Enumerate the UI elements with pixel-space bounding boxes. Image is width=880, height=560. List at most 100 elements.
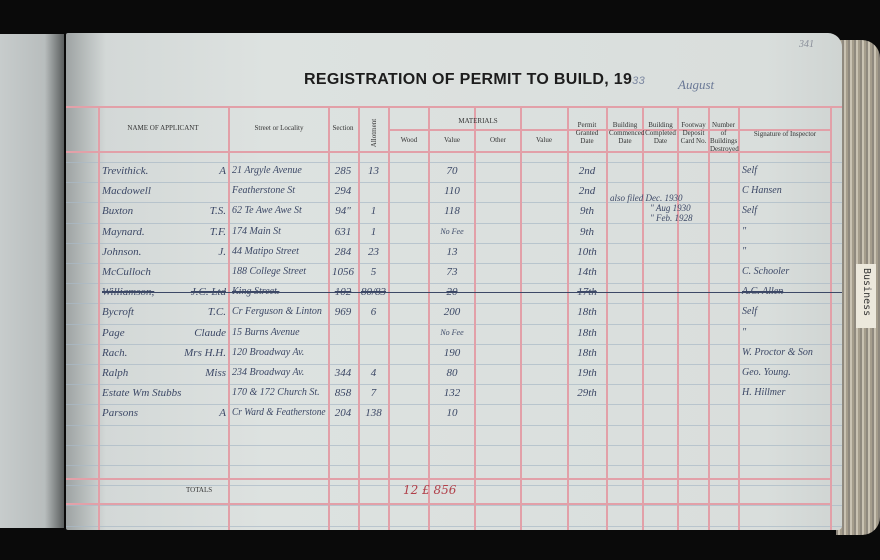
cell-street: King Street. — [232, 286, 280, 298]
cell-value: 10 — [446, 407, 458, 420]
ruled-line — [66, 303, 842, 305]
cell-section: 858 — [334, 387, 352, 400]
red-rule — [388, 129, 830, 131]
cell-name: Trevithick. — [102, 165, 149, 177]
cell-street: 234 Broadway Av. — [232, 367, 305, 378]
cell-section: 204 — [334, 407, 352, 420]
cell-permit-date: 10th — [577, 245, 597, 258]
cell-value: 190 — [443, 346, 461, 359]
column-rule — [738, 106, 740, 530]
ledger-page: 341 REGISTRATION OF PERMIT TO BUILD, 193… — [66, 33, 842, 530]
cell-signature: W. Proctor & Son — [742, 346, 813, 358]
column-rule — [606, 106, 608, 530]
column-rule — [428, 106, 430, 530]
ruled-line — [66, 182, 842, 184]
cell-street: 62 Te Awe Awe St — [232, 205, 302, 217]
cell-permit-date: 18th — [577, 346, 597, 359]
ruled-line — [66, 424, 842, 426]
cell-allotment: 23 — [368, 245, 379, 258]
column-rule — [474, 106, 476, 530]
header-commenced: Building Commenced Date — [609, 121, 645, 145]
cell-text: Cr Ward & Featherstone — [232, 407, 326, 419]
ruled-line — [66, 242, 842, 244]
cell-name: Macdowell — [102, 185, 151, 198]
header-other: Other — [490, 136, 506, 144]
column-rule — [328, 106, 330, 530]
cell-value: 73 — [446, 266, 458, 278]
cell-signature: " — [742, 326, 747, 338]
totals-label: TOTALS — [186, 486, 213, 494]
cell-signature: C. Schooler — [742, 266, 790, 277]
cell-permit-date: 18th — [577, 306, 597, 319]
header-name: NAME OF APPLICANT — [127, 124, 199, 132]
ruled-line — [66, 465, 842, 466]
cell-name: McCulloch — [102, 266, 151, 278]
cell-street: Cr Ferguson & Linton — [232, 306, 322, 318]
cell-value: 132 — [443, 387, 461, 400]
column-rule — [677, 106, 679, 530]
ruled-line — [66, 505, 842, 507]
note-line: " Feb. 1928 — [650, 213, 693, 223]
cell-permit-date: 2nd — [578, 165, 596, 177]
header-value-1: Value — [444, 136, 460, 144]
cell-allotment: 13 — [368, 165, 379, 177]
cell-street: 15 Burns Avenue — [232, 326, 300, 338]
cell-section: 631 — [334, 225, 352, 238]
cell-name: Parsons — [102, 407, 139, 420]
column-rule — [708, 106, 710, 530]
ruled-line — [66, 222, 842, 224]
cell-value: 118 — [444, 205, 460, 218]
index-tab-label: Business — [861, 268, 872, 317]
cell-value: 80 — [446, 367, 458, 379]
ruled-line — [66, 364, 842, 365]
column-rule — [98, 106, 100, 530]
cell-value: 13 — [446, 245, 458, 258]
page-title: REGISTRATION OF PERMIT TO BUILD, 1933 — [304, 71, 645, 89]
title-text: REGISTRATION OF PERMIT TO BUILD, 19 — [304, 71, 633, 88]
cell-signature: Geo. Young. — [742, 367, 791, 378]
cell-street: Featherstone St — [232, 185, 296, 197]
header-section: Section — [332, 124, 354, 132]
cell-initials: T.C. — [207, 306, 226, 319]
note-line: also filed Dec. 1930 — [610, 193, 683, 203]
cell-value: 200 — [443, 306, 461, 319]
column-rule — [228, 106, 230, 530]
cell-value: 110 — [444, 185, 460, 198]
ruled-line — [66, 444, 842, 446]
cell-section: 294 — [334, 185, 352, 198]
ruled-line — [66, 343, 842, 345]
cell-name: Bycroft — [102, 306, 134, 319]
cell-section: 1056 — [332, 266, 354, 278]
cell-section: 344 — [334, 367, 352, 379]
cell-permit-date: 29th — [577, 387, 597, 400]
header-permit-date: Permit Granted Date — [575, 121, 599, 145]
cell-signature: H. Hillmer — [742, 387, 786, 399]
red-rule — [66, 503, 830, 505]
cell-name: Page — [102, 326, 125, 339]
cell-initials: Mrs H.H. — [184, 346, 226, 359]
header-signature: Signature of Inspector — [753, 130, 817, 138]
month-label: August — [678, 77, 715, 92]
header-allotment: Allotment — [370, 118, 378, 148]
cell-street: Cr Ward & Featherstone — [232, 406, 326, 420]
cell-allotment: 4 — [370, 367, 377, 379]
cell-initials: A — [219, 407, 226, 420]
cell-street: 174 Main St — [232, 225, 281, 237]
cell-signature: C Hansen — [742, 185, 782, 197]
cell-initials: T.F. — [209, 225, 226, 238]
cell-name: Ralph — [102, 367, 129, 379]
totals-value: 12 £ 856 — [403, 483, 457, 497]
margin-note: also filed Dec. 1930 " Aug 1930 " Feb. 1… — [610, 193, 736, 223]
index-tab[interactable]: Business — [856, 264, 876, 328]
column-rule — [642, 106, 644, 530]
cell-allotment: 7 — [370, 387, 377, 400]
cell-street: 188 College Street — [232, 266, 307, 277]
cell-initials: T.S. — [209, 205, 226, 218]
cell-street: 170 & 172 Church St. — [232, 387, 320, 399]
ruled-line — [66, 202, 842, 204]
header-street: Street or Locality — [254, 124, 304, 132]
ruled-line — [66, 263, 842, 264]
column-rule — [567, 106, 569, 530]
cell-value: No Fee — [440, 327, 464, 337]
red-rule — [66, 151, 830, 153]
